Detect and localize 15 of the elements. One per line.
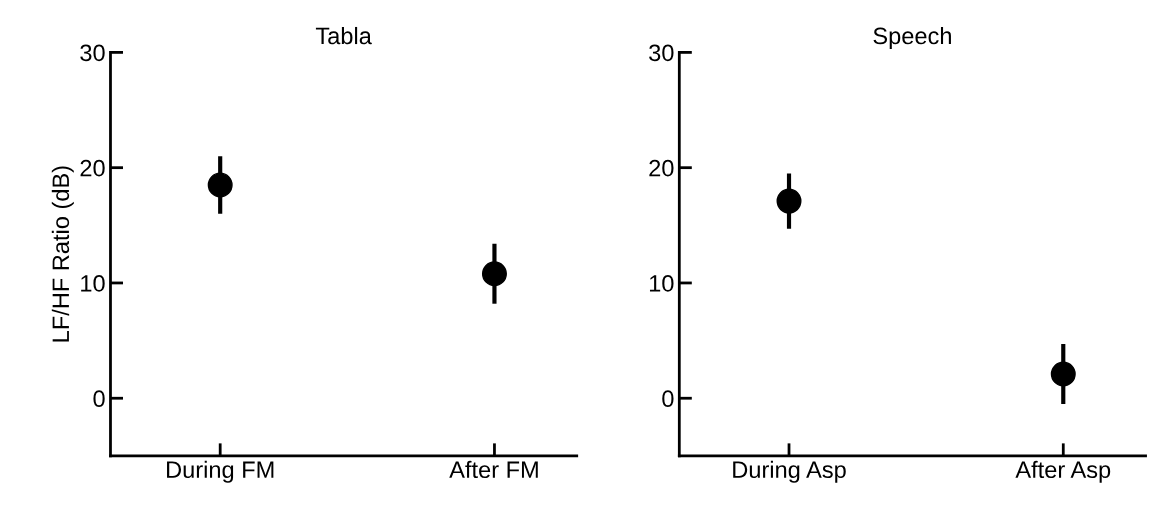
y-tick-label: 20 <box>649 159 674 177</box>
y-tick-label: 30 <box>80 44 105 62</box>
y-tick-label: 30 <box>649 44 674 62</box>
x-tick-label: After Asp <box>1015 460 1111 483</box>
y-tick-label: 10 <box>81 275 105 292</box>
chart-title: Speech <box>873 26 951 49</box>
y-tick-label: 0 <box>93 390 105 408</box>
y-tick-label: 0 <box>662 390 674 408</box>
x-tick-label: During Asp <box>733 460 846 483</box>
y-tick-label: 20 <box>80 159 105 177</box>
chart-title: Tabla <box>315 26 372 45</box>
x-tick-label: After FM <box>449 460 538 479</box>
y-tick-label: 10 <box>649 275 674 292</box>
y-axis-title: LF/HF Ratio (dB) <box>51 166 74 342</box>
x-tick-label: During FM <box>167 460 274 483</box>
